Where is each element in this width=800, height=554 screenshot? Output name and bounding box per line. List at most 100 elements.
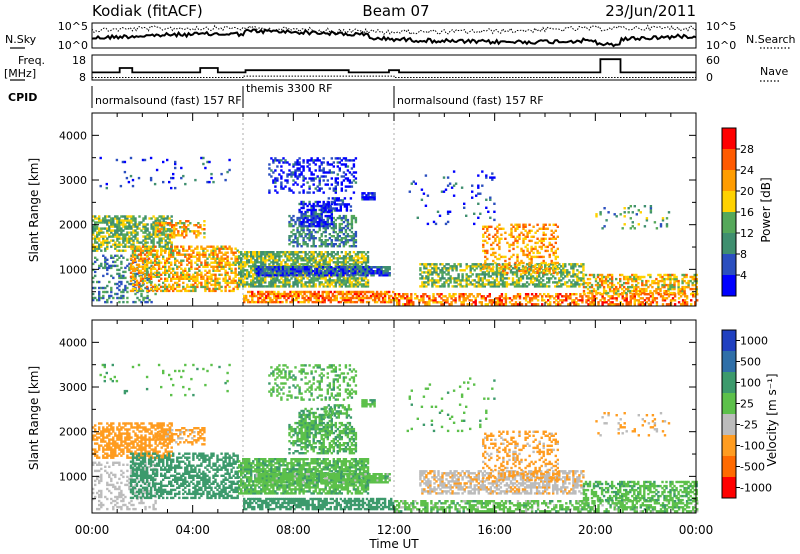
range-gate-cell — [116, 292, 119, 296]
range-gate-cell — [139, 287, 143, 291]
range-gate-cell — [381, 298, 385, 302]
range-gate-cell — [492, 299, 496, 302]
range-gate-cell — [298, 161, 301, 164]
range-gate-cell — [112, 223, 115, 226]
range-gate-cell — [518, 269, 521, 273]
range-gate-cell — [261, 300, 264, 304]
range-gate-cell — [332, 220, 335, 224]
range-gate-cell — [477, 275, 480, 278]
range-gate-cell — [337, 199, 340, 202]
range-gate-cell — [316, 277, 319, 280]
range-gate-cell — [344, 230, 348, 234]
range-gate-cell — [258, 257, 261, 260]
range-gate-cell — [118, 274, 121, 278]
range-gate-cell — [232, 281, 235, 285]
range-gate-cell — [352, 283, 356, 286]
range-gate-cell — [348, 281, 352, 284]
range-gate-cell — [199, 232, 202, 235]
range-gate-cell — [324, 274, 327, 277]
range-gate-cell — [131, 253, 135, 256]
range-gate-cell — [259, 292, 262, 296]
range-gate-cell — [100, 296, 103, 300]
range-gate-cell — [385, 300, 389, 304]
range-gate-cell — [245, 294, 248, 298]
range-gate-cell — [355, 300, 359, 304]
range-gate-cell — [314, 259, 317, 262]
range-gate-cell — [633, 301, 636, 304]
range-gate-cell — [462, 301, 465, 304]
range-gate-cell — [94, 221, 97, 224]
range-gate-cell — [362, 272, 365, 275]
range-gate-cell — [98, 237, 101, 240]
range-gate-cell — [538, 283, 541, 286]
range-gate-cell — [277, 292, 280, 296]
range-gate-cell — [118, 225, 121, 228]
range-gate-cell — [564, 271, 567, 274]
range-gate-cell — [312, 259, 315, 262]
range-gate-cell — [286, 175, 289, 178]
range-gate-cell — [332, 228, 335, 232]
range-gate-cell — [287, 274, 291, 277]
range-gate-cell — [504, 265, 507, 269]
range-gate-cell — [348, 255, 352, 258]
range-gate-cell — [324, 220, 327, 224]
range-gate-cell — [300, 235, 303, 238]
range-gate-cell — [222, 265, 225, 268]
range-gate-cell — [257, 296, 260, 300]
range-gate-cell — [324, 171, 327, 174]
range-gate-cell — [244, 269, 247, 272]
range-gate-cell — [298, 191, 301, 194]
range-gate-cell — [474, 303, 477, 306]
range-gate-cell — [601, 303, 604, 306]
range-gate-cell — [296, 285, 299, 288]
range-gate-cell — [441, 285, 444, 288]
range-gate-cell — [358, 261, 362, 264]
range-gate-cell — [486, 303, 489, 306]
range-gate-cell — [254, 255, 257, 258]
range-gate-cell — [199, 224, 202, 227]
range-gate-cell — [524, 295, 528, 298]
range-gate-cell — [174, 261, 177, 264]
range-gate-cell — [443, 285, 446, 288]
range-gate-cell — [257, 272, 260, 275]
range-gate-cell — [260, 285, 263, 288]
range-gate-cell — [587, 299, 590, 302]
range-gate-cell — [294, 220, 297, 224]
range-gate-cell — [492, 259, 495, 263]
range-gate-cell — [609, 301, 612, 304]
range-gate-cell — [447, 269, 450, 272]
range-gate-cell — [153, 245, 157, 248]
range-gate-cell — [308, 279, 311, 282]
range-gate-cell — [322, 253, 325, 256]
range-gate-cell — [234, 261, 237, 264]
range-gate-cell — [364, 268, 367, 271]
range-gate-cell — [160, 251, 163, 254]
range-gate-cell — [388, 268, 391, 271]
range-gate-cell — [346, 279, 350, 282]
range-gate-cell — [308, 239, 311, 242]
range-gate-cell — [102, 274, 105, 278]
range-gate-cell — [318, 239, 321, 242]
range-gate-cell — [360, 268, 363, 271]
range-gate-cell — [385, 292, 389, 296]
range-gate-cell — [500, 293, 504, 296]
range-gate-cell — [519, 285, 523, 288]
range-gate-cell — [170, 261, 173, 264]
range-gate-cell — [435, 281, 438, 284]
range-gate-cell — [337, 209, 340, 212]
range-gate-cell — [135, 283, 139, 287]
range-gate-cell — [130, 233, 133, 236]
range-gate-cell — [309, 292, 312, 296]
range-gate-cell — [269, 268, 273, 271]
range-gate-cell — [512, 295, 516, 298]
range-gate-cell — [331, 201, 334, 204]
range-gate-cell — [356, 273, 360, 276]
range-gate-cell — [166, 269, 169, 272]
range-gate-cell — [504, 293, 508, 296]
range-gate-cell — [190, 259, 193, 262]
range-gate-cell — [354, 285, 358, 288]
range-gate-cell — [230, 249, 233, 252]
range-gate-cell — [96, 231, 99, 234]
range-gate-cell — [170, 263, 173, 266]
range-gate-cell — [327, 290, 330, 294]
